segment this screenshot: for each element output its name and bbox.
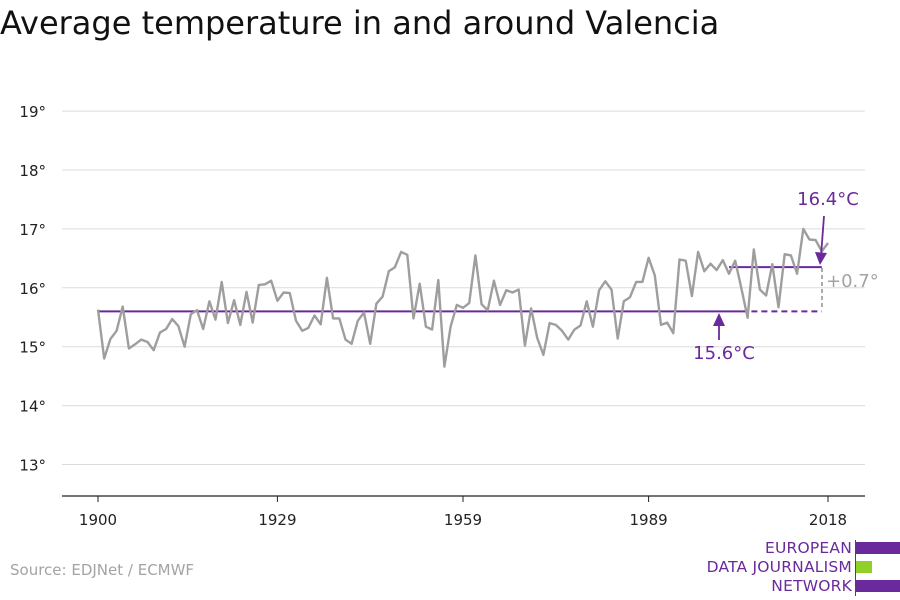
y-tick-label: 13° xyxy=(19,457,46,475)
edjnet-logo: EUROPEAN DATA JOURNALISM NETWORK xyxy=(700,539,900,596)
logo-bar-middle xyxy=(856,561,872,573)
x-tick-label: 1900 xyxy=(79,511,117,529)
arrow-16-4-shaft xyxy=(820,215,825,257)
arrow-16-4-head xyxy=(815,252,827,265)
y-tick-label: 14° xyxy=(19,398,46,416)
logo-bar-bottom xyxy=(856,580,900,592)
annotation-16-4-label: 16.4°C xyxy=(797,189,859,210)
x-axis-ticks: 1900 1929 1959 1989 2018 xyxy=(79,496,847,529)
y-tick-label: 19° xyxy=(19,103,46,121)
y-tick-label: 15° xyxy=(19,339,46,357)
y-tick-label: 17° xyxy=(19,221,46,239)
annotation-difference-label: +0.7° xyxy=(826,271,879,292)
grid-lines xyxy=(62,110,865,465)
logo-line-2: DATA JOURNALISM xyxy=(706,558,852,576)
y-axis-ticks: 13° 14° 15° 16° 17° 18° 19° xyxy=(19,103,46,474)
source-note: Source: EDJNet / ECMWF xyxy=(10,561,195,579)
y-tick-label: 16° xyxy=(19,280,46,298)
x-tick-label: 2018 xyxy=(809,511,847,529)
y-tick-label: 18° xyxy=(19,162,46,180)
x-tick-label: 1959 xyxy=(444,511,482,529)
annotations: 16.4°C 15.6°C +0.7° xyxy=(693,189,879,364)
temperature-series-line xyxy=(96,227,829,368)
chart-title: Average temperature in and around Valenc… xyxy=(0,4,720,42)
arrow-15-6-head xyxy=(713,313,725,326)
reference-lines xyxy=(98,266,822,313)
logo-separator xyxy=(855,540,856,596)
x-tick-label: 1929 xyxy=(258,511,296,529)
logo-line-3: NETWORK xyxy=(771,577,852,595)
logo-line-1: EUROPEAN xyxy=(764,539,852,557)
annotation-15-6-label: 15.6°C xyxy=(693,343,755,364)
x-tick-label: 1989 xyxy=(629,511,667,529)
logo-bar-top xyxy=(856,542,900,554)
